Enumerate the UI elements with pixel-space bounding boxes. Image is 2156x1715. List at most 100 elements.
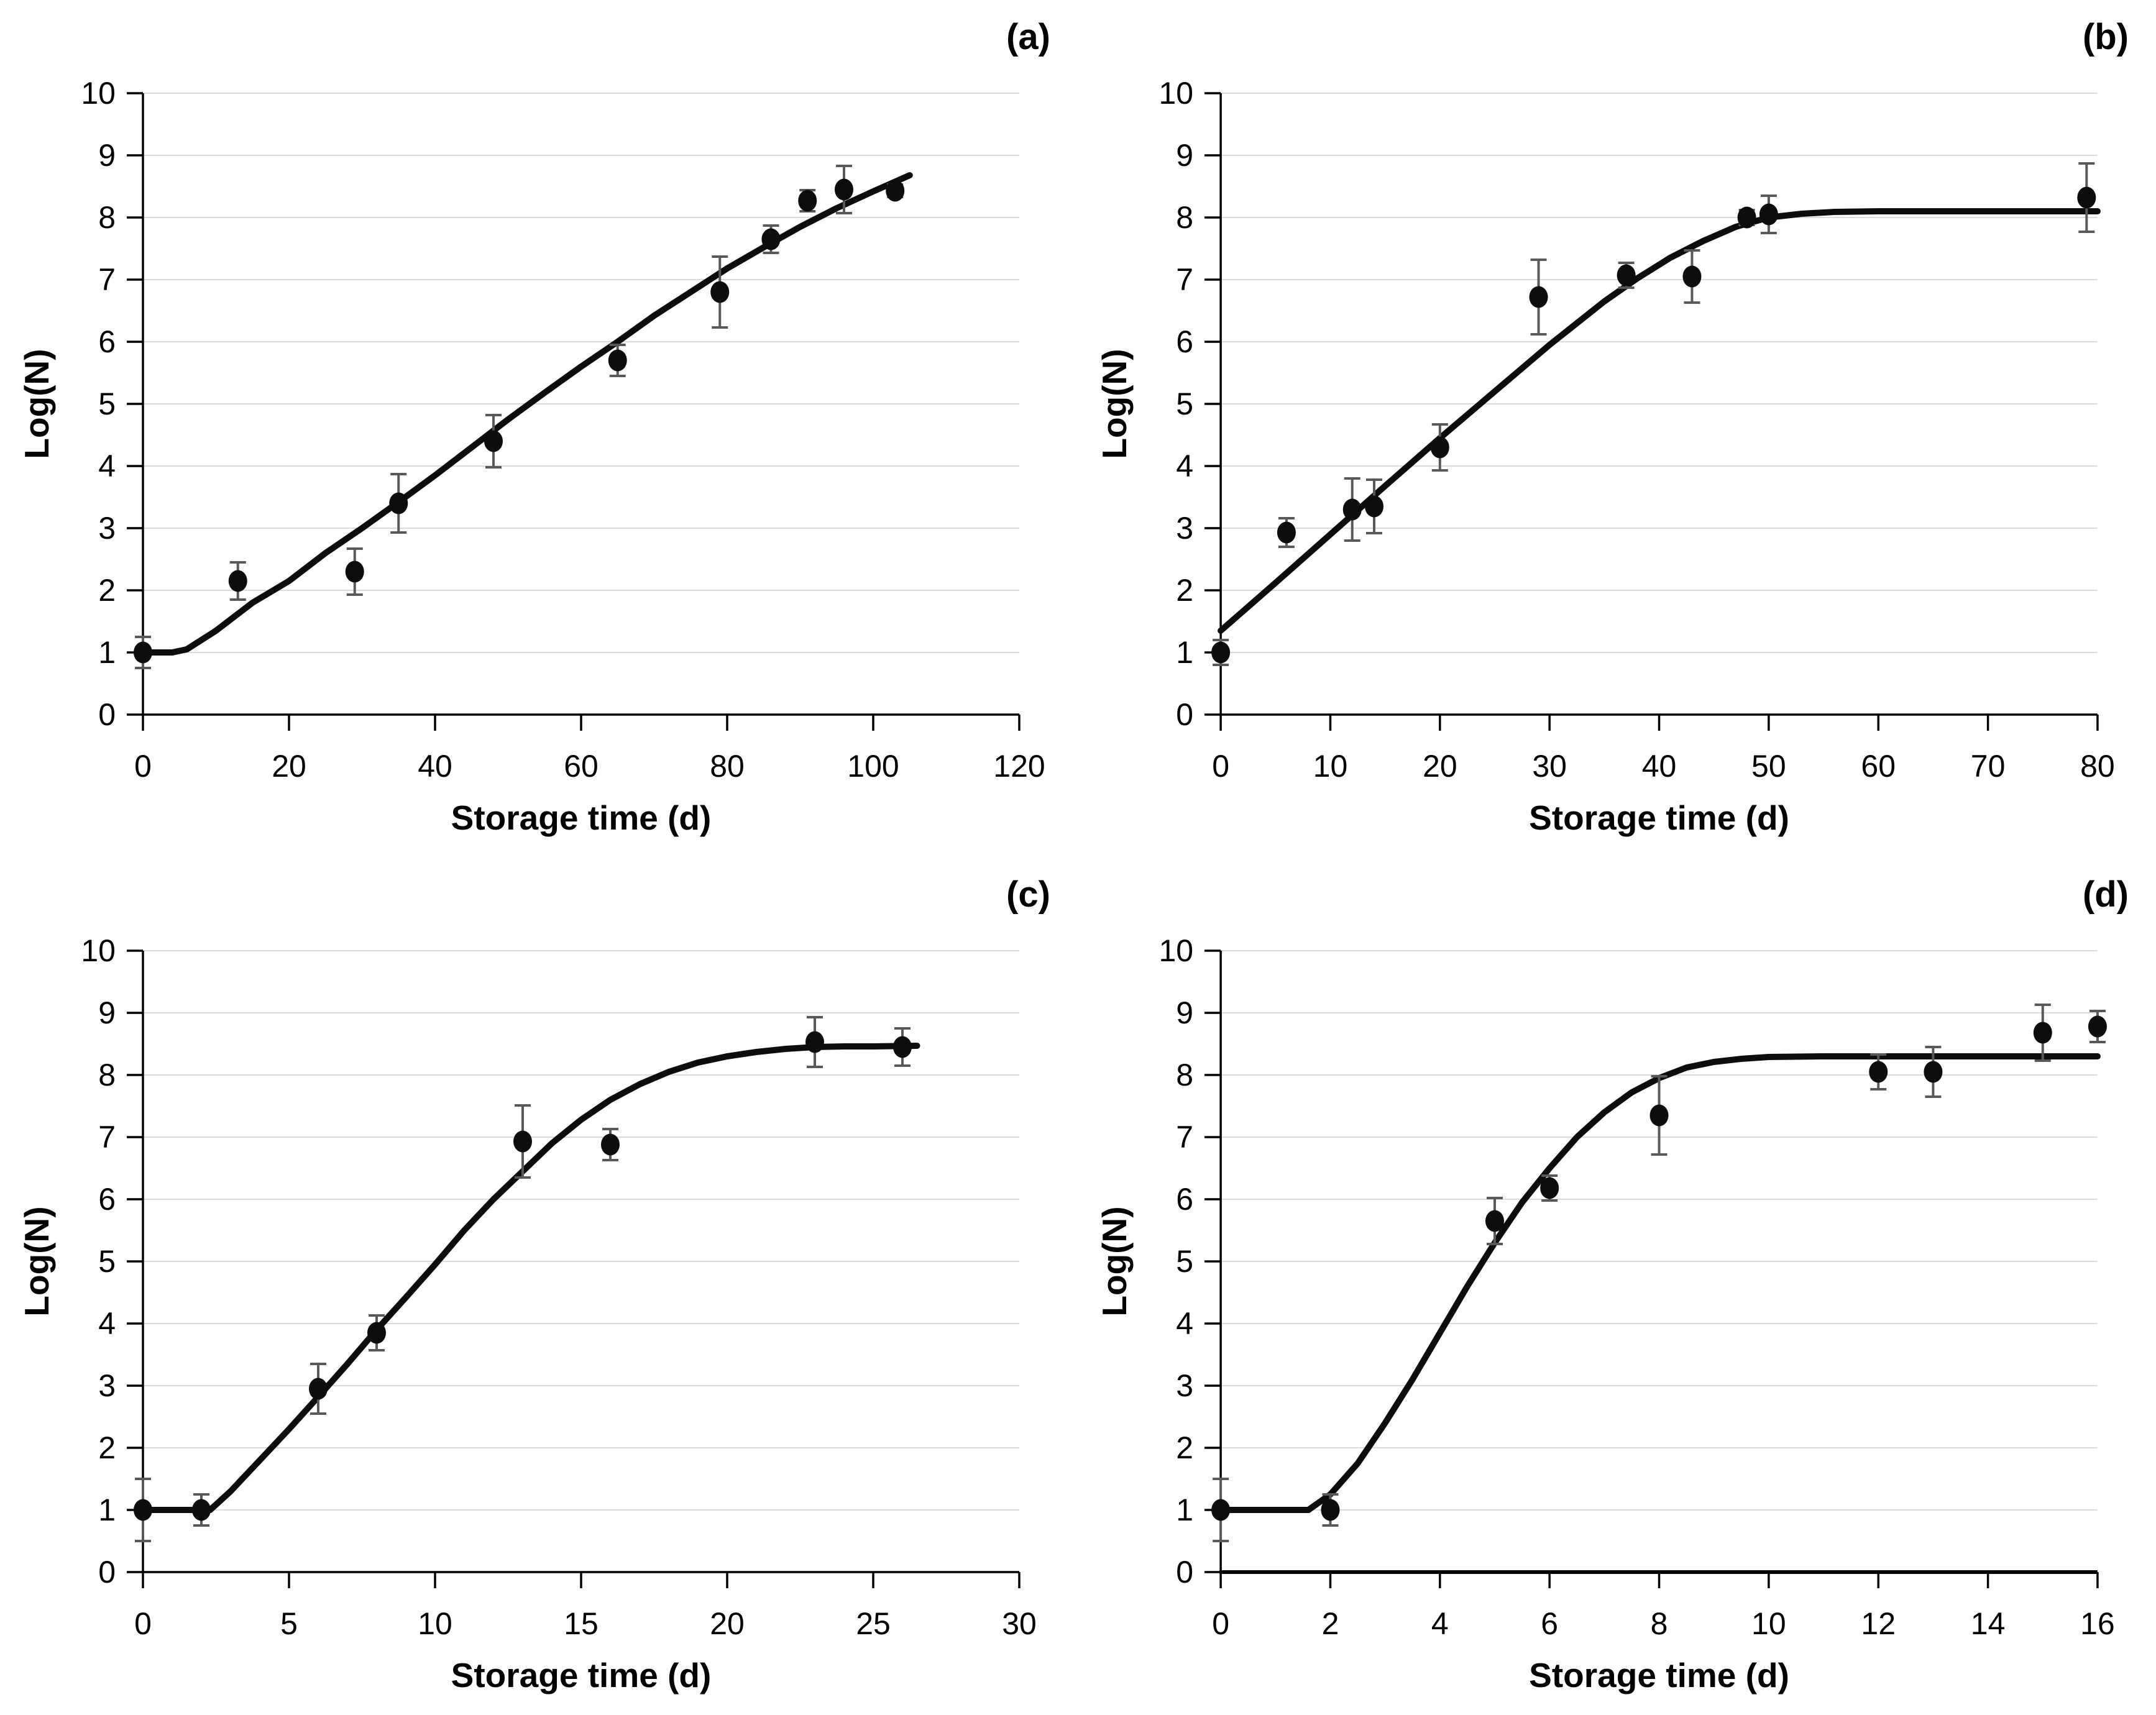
data-point xyxy=(1924,1061,1943,1083)
x-axis-title: Storage time (d) xyxy=(1529,1656,1789,1694)
data-point xyxy=(1649,1104,1669,1127)
x-tick-label: 15 xyxy=(564,1606,599,1641)
x-tick-label: 30 xyxy=(1002,1606,1037,1641)
x-tick-label: 100 xyxy=(847,749,899,784)
x-tick-label: 120 xyxy=(993,749,1045,784)
x-axis-title: Storage time (d) xyxy=(451,798,712,837)
y-tick-label: 9 xyxy=(1176,995,1193,1030)
data-point xyxy=(484,430,503,452)
y-tick-label: 1 xyxy=(98,635,116,670)
x-tick-label: 80 xyxy=(710,749,745,784)
x-tick-label: 12 xyxy=(1861,1606,1896,1641)
y-tick-label: 6 xyxy=(1176,1182,1193,1217)
data-point xyxy=(601,1133,620,1156)
data-point xyxy=(228,570,247,592)
y-tick-label: 0 xyxy=(1176,1555,1193,1589)
x-tick-label: 6 xyxy=(1541,1606,1558,1641)
x-tick-label: 40 xyxy=(1642,749,1677,784)
y-tick-label: 6 xyxy=(1176,324,1193,359)
data-point xyxy=(1682,265,1702,288)
data-point xyxy=(389,492,408,514)
data-point xyxy=(710,281,730,303)
y-tick-label: 9 xyxy=(98,995,116,1030)
y-tick-label: 8 xyxy=(1176,200,1193,235)
x-tick-label: 50 xyxy=(1751,749,1786,784)
x-tick-label: 16 xyxy=(2080,1606,2115,1641)
data-point xyxy=(1485,1210,1505,1232)
y-tick-label: 6 xyxy=(98,1182,116,1217)
x-tick-label: 60 xyxy=(564,749,599,784)
y-tick-label: 1 xyxy=(98,1493,116,1527)
data-point xyxy=(608,349,627,372)
x-tick-label: 0 xyxy=(134,1606,152,1641)
y-tick-label: 7 xyxy=(1176,262,1193,297)
data-point xyxy=(309,1378,328,1400)
x-tick-label: 60 xyxy=(1861,749,1896,784)
x-tick-label: 10 xyxy=(1313,749,1348,784)
y-tick-label: 7 xyxy=(98,262,116,297)
y-tick-label: 5 xyxy=(1176,1244,1193,1279)
data-point xyxy=(1540,1177,1559,1199)
y-tick-label: 7 xyxy=(1176,1120,1193,1155)
x-tick-label: 80 xyxy=(2080,749,2115,784)
y-tick-label: 3 xyxy=(1176,1368,1193,1403)
y-tick-label: 5 xyxy=(1176,386,1193,421)
panel-d: (d) 0 1 2 3 4 5 6 7 8 9 10 0 2 4 6 8 10 12 14 16 Storage tim… xyxy=(1078,858,2156,1715)
y-tick-label: 0 xyxy=(1176,697,1193,732)
data-point xyxy=(798,190,817,212)
data-point xyxy=(367,1322,386,1344)
data-point xyxy=(1321,1499,1340,1521)
panel-b-label: (b) xyxy=(2082,17,2129,57)
data-point xyxy=(1342,498,1362,521)
x-tick-label: 0 xyxy=(134,749,152,784)
y-tick-label: 2 xyxy=(98,1430,116,1465)
x-axis-title: Storage time (d) xyxy=(1529,798,1789,837)
y-tick-label: 5 xyxy=(98,1244,116,1279)
panel-c: (c) 0 1 2 3 4 5 6 7 8 9 10 0 5 10 15 20 25 30 Storage time… xyxy=(0,858,1078,1715)
x-tick-label: 2 xyxy=(1322,1606,1339,1641)
data-point xyxy=(134,1499,152,1521)
data-point xyxy=(1617,264,1636,286)
y-tick-label: 10 xyxy=(81,933,116,968)
x-tick-label: 0 xyxy=(1212,749,1229,784)
y-axis-title: Log(N) xyxy=(17,349,56,459)
fitted-curve xyxy=(140,172,913,656)
x-tick-label: 8 xyxy=(1651,1606,1668,1641)
x-tick-label: 40 xyxy=(418,749,452,784)
x-tick-label: 10 xyxy=(1751,1606,1786,1641)
data-point xyxy=(1211,641,1231,664)
x-tick-label: 30 xyxy=(1532,749,1567,784)
y-axis-title: Log(N) xyxy=(17,1206,56,1316)
y-tick-label: 0 xyxy=(98,697,116,732)
y-tick-label: 8 xyxy=(98,200,116,235)
y-tick-label: 8 xyxy=(98,1058,116,1092)
data-point xyxy=(134,641,152,664)
x-tick-label: 4 xyxy=(1431,1606,1449,1641)
data-point xyxy=(2077,186,2096,209)
y-tick-label: 4 xyxy=(1176,1306,1193,1341)
panel-d-label: (d) xyxy=(2082,874,2129,915)
data-point xyxy=(2033,1022,2052,1044)
data-point xyxy=(1759,203,1778,226)
y-tick-label: 1 xyxy=(1176,1493,1193,1527)
y-tick-label: 10 xyxy=(1158,76,1193,111)
y-tick-label: 4 xyxy=(98,449,116,483)
data-point xyxy=(1211,1499,1231,1521)
fitted-curve xyxy=(1218,208,2101,634)
y-tick-label: 3 xyxy=(98,511,116,546)
y-tick-label: 4 xyxy=(1176,449,1193,483)
x-tick-label: 5 xyxy=(280,1606,298,1641)
y-tick-label: 9 xyxy=(98,138,116,173)
data-point xyxy=(805,1031,824,1053)
data-point xyxy=(886,180,905,202)
y-tick-label: 6 xyxy=(98,324,116,359)
x-tick-label: 70 xyxy=(1971,749,2006,784)
x-tick-label: 25 xyxy=(856,1606,891,1641)
chart-c-plot: 0 1 2 3 4 5 6 7 8 9 10 0 5 10 15 20 25 30 Storage time (d)… xyxy=(17,933,1037,1694)
y-tick-label: 1 xyxy=(1176,635,1193,670)
y-tick-label: 7 xyxy=(98,1120,116,1155)
y-tick-label: 10 xyxy=(1158,933,1193,968)
x-tick-label: 10 xyxy=(418,1606,452,1641)
y-tick-label: 5 xyxy=(98,386,116,421)
